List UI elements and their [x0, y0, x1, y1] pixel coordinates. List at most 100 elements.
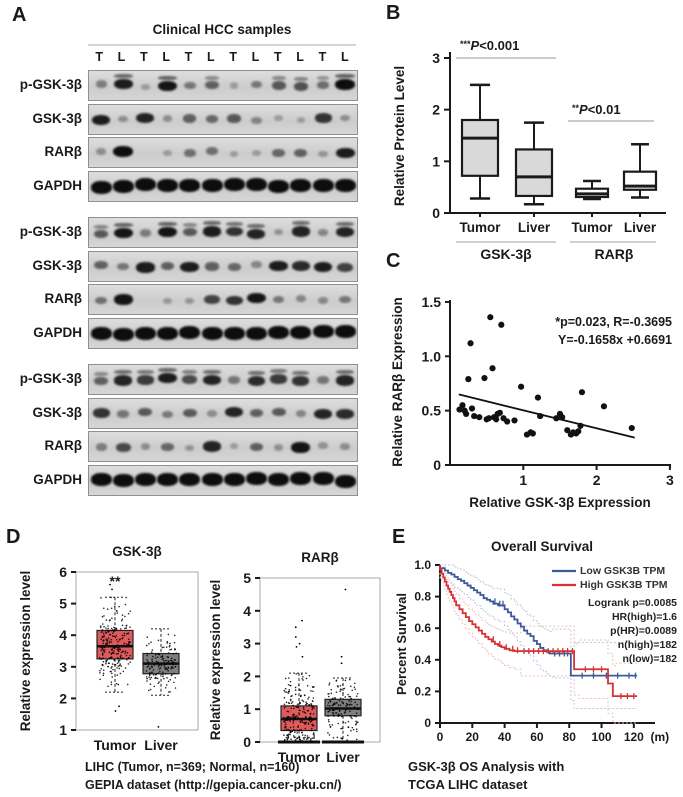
- chart-text: Liver: [326, 749, 360, 765]
- protein-band: [229, 150, 239, 157]
- box-RARβ Tumor: [574, 179, 610, 201]
- scatter-point: [468, 405, 476, 412]
- protein-band: [204, 295, 220, 305]
- protein-band: [161, 410, 174, 419]
- significance-label: **P<0.01: [572, 102, 621, 117]
- blot-row-label: GSK-3β: [32, 110, 83, 126]
- jitter-points: [327, 588, 359, 741]
- protein-band: [228, 376, 240, 384]
- protein-band: [227, 263, 241, 272]
- chart-text: Liver: [624, 220, 657, 235]
- protein-band: [317, 376, 329, 384]
- protein-band: [271, 81, 286, 90]
- protein-band: [273, 228, 284, 236]
- chart-text: 4: [243, 603, 251, 619]
- chart-text: 6: [59, 564, 67, 580]
- blot-row-label: p-GSK-3β: [19, 77, 82, 92]
- chart-text: Liver: [144, 737, 178, 753]
- scatter-point: [459, 402, 466, 409]
- protein-band: [272, 148, 285, 157]
- panel-b-boxplot-chart: 0 1 2 3 Tumor Liver Tumor Liver ***P<0.001 **P<0.…: [392, 38, 666, 262]
- blot-strip: [88, 397, 358, 429]
- blot-strip: [88, 431, 358, 462]
- protein-band: [245, 178, 267, 192]
- blot-row-label: p-GSK-3β: [19, 371, 82, 386]
- protein-band: [113, 294, 133, 306]
- blot-row-label: GAPDH: [33, 324, 82, 340]
- chart-text: 0: [437, 730, 444, 744]
- ci-lower: [439, 572, 638, 724]
- protein-band: [95, 80, 107, 88]
- protein-band: [94, 376, 108, 385]
- protein-band: [94, 224, 108, 229]
- protein-band: [141, 83, 150, 91]
- protein-band: [274, 115, 283, 122]
- protein-band: [113, 78, 133, 90]
- chart-text: 1: [519, 472, 527, 488]
- scatter-point: [511, 417, 518, 424]
- protein-band: [182, 375, 198, 385]
- chart-text: 1: [59, 722, 67, 738]
- stats-annotation: Y=-0.1658x +0.6691: [558, 333, 672, 347]
- protein-band: [202, 369, 222, 374]
- protein-band: [227, 114, 242, 123]
- blot-strip: [88, 217, 358, 248]
- protein-band: [179, 473, 201, 487]
- protein-band: [340, 443, 351, 451]
- box-Liver: [322, 588, 364, 744]
- survival-stat: HR(high)=1.6: [612, 611, 677, 623]
- chart-text: 3: [59, 659, 67, 675]
- protein-band: [249, 408, 264, 417]
- lane-label: L: [117, 50, 126, 64]
- scatter-point: [493, 416, 500, 423]
- protein-band: [160, 262, 175, 271]
- protein-band: [112, 180, 134, 194]
- y-axis-label: Relative expression level: [208, 580, 223, 741]
- lane-label: T: [229, 50, 237, 64]
- protein-band: [223, 327, 245, 341]
- scatter-point: [489, 365, 496, 372]
- scatter-point: [467, 340, 474, 347]
- protein-band: [90, 180, 112, 194]
- chart-text: 1.5: [422, 294, 442, 310]
- protein-band: [91, 114, 111, 126]
- protein-band: [182, 227, 197, 237]
- protein-band: [96, 148, 106, 155]
- chart-text: 0.4: [414, 653, 431, 667]
- protein-band: [270, 369, 287, 374]
- chart-text: 0: [424, 716, 431, 730]
- protein-band: [184, 81, 196, 90]
- protein-band: [290, 472, 312, 486]
- scatter-point: [463, 410, 470, 418]
- chart-text: 1: [243, 701, 251, 717]
- regression-line: [458, 393, 635, 439]
- chart-text: 0: [243, 734, 251, 750]
- lane-label: L: [251, 50, 260, 64]
- protein-band: [94, 229, 108, 239]
- protein-band: [157, 327, 179, 341]
- protein-band: [140, 443, 151, 451]
- blot-strip: [88, 250, 358, 282]
- scatter-point: [487, 314, 494, 321]
- panel-e-caption: GSK-3β OS Analysis with TCGA LIHC datase…: [408, 758, 564, 794]
- chart-text: 100: [592, 730, 612, 744]
- protein-band: [202, 226, 222, 237]
- protein-band: [316, 80, 330, 89]
- protein-band: [182, 222, 197, 227]
- y-axis-label: Relative RARβ Expression: [390, 297, 405, 467]
- protein-band: [229, 82, 239, 89]
- protein-band: [336, 226, 355, 238]
- chart-text: 0: [432, 205, 440, 221]
- panel-e-survival-chart: Overall Survival 0 0.2 0.4 0.6 0.8 1.0 0 20 40 60 8…: [394, 539, 677, 744]
- protein-band: [291, 442, 311, 453]
- protein-band: [202, 221, 222, 226]
- blot-strip: [88, 284, 358, 315]
- blot-row-label: p-GSK-3β: [19, 224, 82, 239]
- protein-band: [185, 444, 195, 452]
- chart-text: 1.0: [422, 348, 442, 364]
- blot-row-label: RARβ: [44, 291, 83, 306]
- protein-band: [136, 262, 155, 273]
- protein-band: [201, 179, 223, 193]
- protein-band: [114, 375, 133, 386]
- protein-band: [137, 370, 154, 375]
